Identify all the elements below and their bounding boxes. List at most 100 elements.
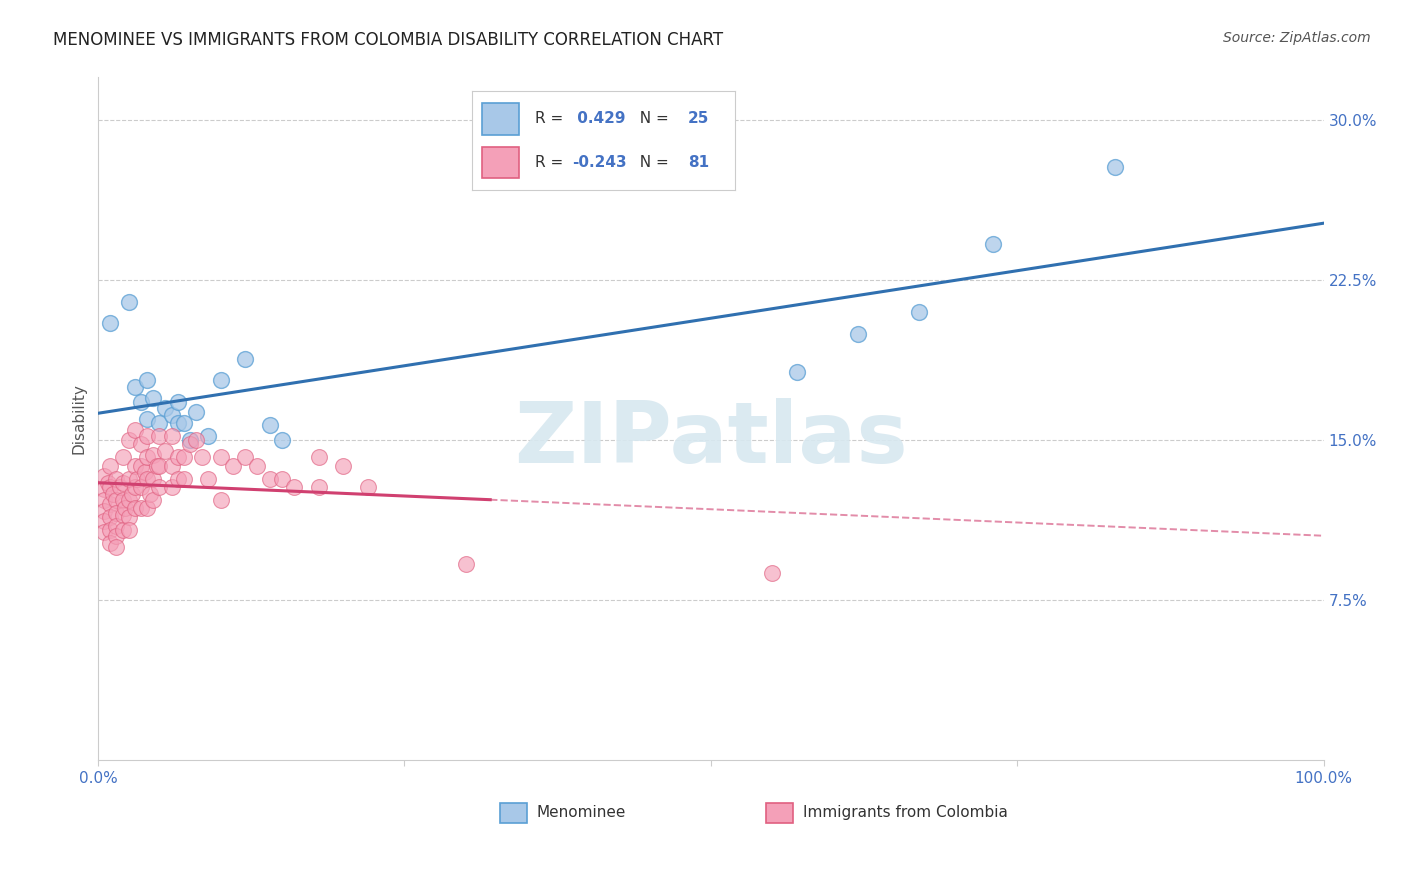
- Point: [209, 374, 232, 388]
- Point: [233, 352, 256, 367]
- Point: [146, 458, 169, 473]
- Point: [136, 472, 159, 486]
- Point: [454, 557, 477, 571]
- Point: [93, 524, 115, 539]
- Point: [93, 503, 115, 517]
- Point: [111, 492, 134, 507]
- Point: [118, 492, 141, 507]
- Point: [155, 401, 177, 416]
- Text: ZIPatlas: ZIPatlas: [515, 398, 908, 481]
- Point: [129, 437, 152, 451]
- FancyBboxPatch shape: [766, 803, 793, 823]
- Text: Menominee: Menominee: [537, 805, 626, 821]
- Point: [111, 523, 134, 537]
- Point: [846, 326, 869, 341]
- Point: [93, 469, 115, 483]
- Point: [142, 472, 165, 486]
- Point: [148, 429, 170, 443]
- Point: [98, 497, 121, 511]
- Point: [134, 465, 156, 479]
- Point: [160, 458, 183, 473]
- Point: [129, 458, 152, 473]
- Point: [121, 486, 143, 500]
- Point: [222, 458, 245, 473]
- Point: [105, 472, 128, 486]
- Point: [160, 429, 183, 443]
- Point: [1104, 160, 1126, 174]
- Point: [98, 316, 121, 330]
- Point: [191, 450, 214, 465]
- Point: [209, 450, 232, 465]
- Point: [179, 437, 201, 451]
- Point: [197, 429, 219, 443]
- Point: [981, 236, 1004, 251]
- Point: [184, 434, 207, 448]
- Point: [127, 472, 149, 486]
- Point: [332, 458, 354, 473]
- Point: [166, 472, 188, 486]
- Point: [136, 412, 159, 426]
- Point: [136, 450, 159, 465]
- Text: Immigrants from Colombia: Immigrants from Colombia: [803, 805, 1008, 821]
- Point: [166, 394, 188, 409]
- Point: [761, 566, 783, 580]
- Point: [129, 480, 152, 494]
- Point: [136, 429, 159, 443]
- Point: [111, 508, 134, 522]
- Point: [118, 523, 141, 537]
- FancyBboxPatch shape: [501, 803, 527, 823]
- Point: [142, 448, 165, 462]
- Point: [118, 294, 141, 309]
- Point: [124, 380, 146, 394]
- Point: [98, 535, 121, 549]
- Point: [142, 492, 165, 507]
- Point: [124, 501, 146, 516]
- Point: [908, 305, 931, 319]
- Point: [118, 434, 141, 448]
- Point: [166, 450, 188, 465]
- Text: MENOMINEE VS IMMIGRANTS FROM COLOMBIA DISABILITY CORRELATION CHART: MENOMINEE VS IMMIGRANTS FROM COLOMBIA DI…: [53, 31, 724, 49]
- Point: [98, 458, 121, 473]
- Point: [148, 480, 170, 494]
- Point: [118, 510, 141, 524]
- Text: Source: ZipAtlas.com: Source: ZipAtlas.com: [1223, 31, 1371, 45]
- Point: [105, 529, 128, 543]
- Point: [108, 480, 131, 494]
- Point: [111, 450, 134, 465]
- Point: [259, 418, 281, 433]
- Point: [155, 443, 177, 458]
- Point: [233, 450, 256, 465]
- Point: [166, 416, 188, 430]
- Point: [136, 501, 159, 516]
- Point: [93, 483, 115, 497]
- Point: [124, 423, 146, 437]
- Point: [173, 450, 195, 465]
- Point: [105, 518, 128, 533]
- Point: [148, 458, 170, 473]
- Point: [101, 486, 124, 500]
- Point: [98, 480, 121, 494]
- Point: [179, 434, 201, 448]
- Point: [160, 480, 183, 494]
- Point: [160, 408, 183, 422]
- Point: [124, 480, 146, 494]
- Point: [129, 501, 152, 516]
- Point: [270, 434, 292, 448]
- Y-axis label: Disability: Disability: [72, 384, 86, 454]
- Point: [786, 365, 808, 379]
- Point: [356, 480, 378, 494]
- Point: [283, 480, 305, 494]
- Point: [197, 472, 219, 486]
- Point: [148, 416, 170, 430]
- Point: [308, 450, 330, 465]
- Point: [308, 480, 330, 494]
- Point: [246, 458, 269, 473]
- Point: [105, 506, 128, 520]
- Point: [270, 472, 292, 486]
- Point: [136, 374, 159, 388]
- Point: [97, 475, 120, 490]
- Point: [98, 510, 121, 524]
- Point: [142, 391, 165, 405]
- Point: [209, 492, 232, 507]
- Point: [111, 475, 134, 490]
